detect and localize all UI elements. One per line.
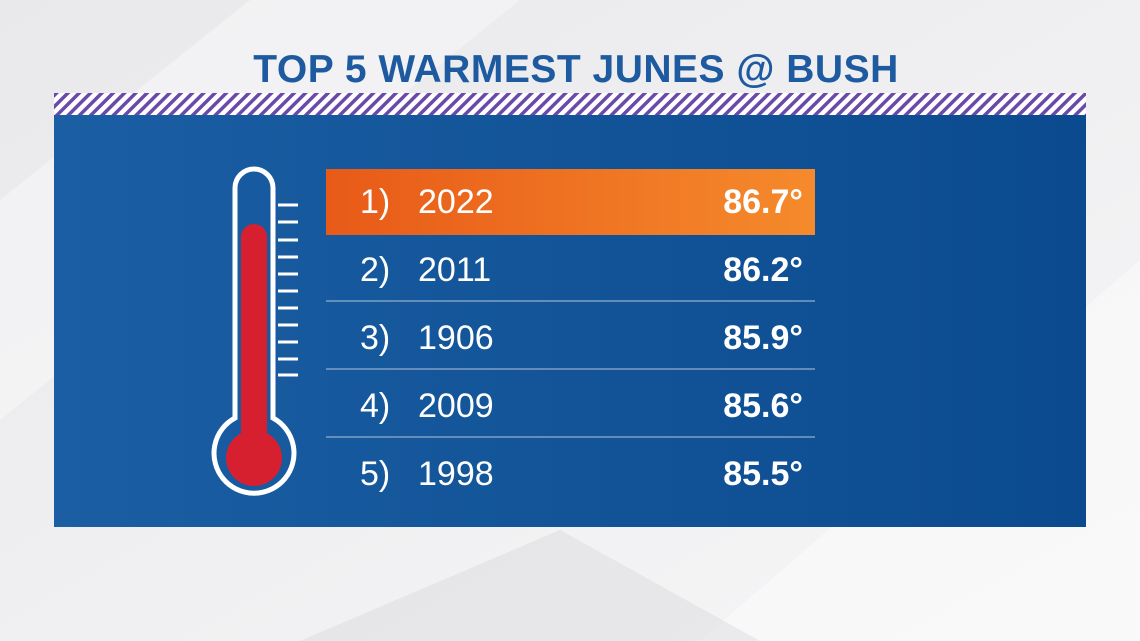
thermometer-mercury: [241, 224, 267, 444]
temperature: 85.9°: [723, 319, 803, 357]
highlight-row: [326, 169, 815, 235]
rank: 3): [360, 319, 390, 357]
thermometer-outline: [211, 166, 297, 496]
table: 1) 2022 86.7° 2) 2011 86.2° 3) 1906 85.9° 4) 2009 8…: [360, 183, 803, 493]
title: TOP 5 WARMEST JUNES @ BUSH: [253, 48, 899, 91]
rank: 4): [360, 387, 390, 425]
year: 1906: [418, 319, 494, 357]
thermometer: [211, 166, 298, 496]
year: 1998: [418, 455, 494, 493]
row-dividers: [326, 300, 815, 438]
temperature: 86.7°: [723, 183, 803, 221]
temperature: 85.6°: [723, 387, 803, 425]
temperature: 85.5°: [723, 455, 803, 493]
rank: 2): [360, 251, 390, 289]
year: 2022: [418, 183, 494, 221]
temperature: 86.2°: [723, 251, 803, 289]
thermometer-ticks: [278, 203, 298, 377]
year: 2011: [418, 251, 491, 289]
rank: 5): [360, 455, 390, 493]
bg-shape: [300, 530, 760, 641]
rank: 1): [360, 183, 390, 221]
thermometer-bulb: [226, 430, 282, 486]
hatch-band: [54, 93, 1086, 115]
year: 2009: [418, 387, 494, 425]
